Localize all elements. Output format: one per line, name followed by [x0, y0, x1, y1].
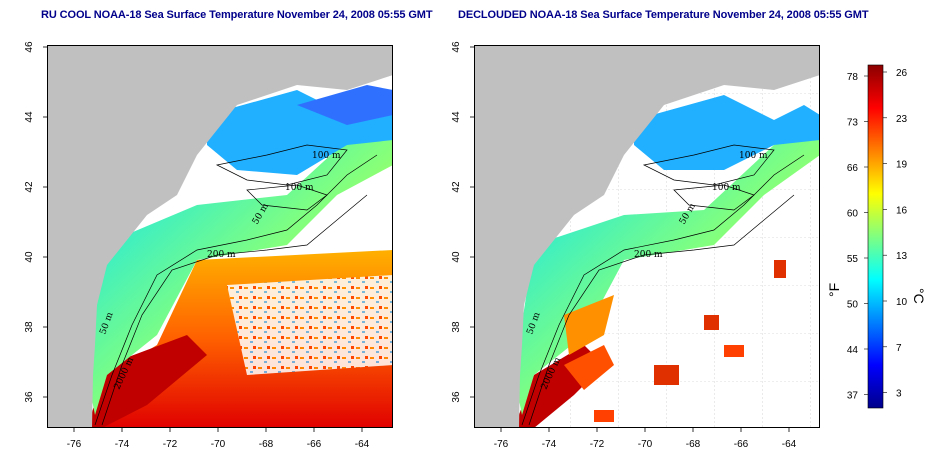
fahrenheit-tick-label: 66 [847, 163, 859, 174]
celsius-tick-label: 3 [896, 389, 902, 400]
lon-tick-label: -66 [307, 439, 322, 450]
fahrenheit-tick-label: 60 [847, 209, 859, 220]
lon-tick-label: -76 [494, 439, 509, 450]
lat-tick-label: 38 [451, 321, 462, 333]
celsius-tick-label: 26 [896, 68, 908, 79]
lon-tick-label: -66 [734, 439, 749, 450]
coastline-land [474, 45, 820, 428]
raw-sst-map: 100 m 100 m 50 m 200 m 50 m 2000 m [47, 45, 393, 428]
lat-tick-label: 42 [24, 181, 35, 193]
lat-tick-label: 44 [451, 111, 462, 123]
declouded-sst-map-canvas: 100 m 100 m 50 m 200 m 50 m 2000 m [474, 45, 820, 428]
coastline-land [47, 45, 393, 428]
lat-tick-label: 36 [451, 391, 462, 403]
contour-label: 100 m [712, 183, 741, 193]
lat-tick-label: 40 [24, 251, 35, 263]
lon-tick-label: -68 [686, 439, 701, 450]
raw-sst-map-canvas: 100 m 100 m 50 m 200 m 50 m 2000 m [47, 45, 393, 428]
lat-tick-label: 46 [451, 41, 462, 53]
lon-tick-label: -76 [67, 439, 82, 450]
celsius-tick-label: 10 [896, 297, 908, 308]
lon-tick-label: -64 [355, 439, 370, 450]
lat-tick-label: 36 [24, 391, 35, 403]
lat-tick-label: 40 [451, 251, 462, 263]
colorbar: 78 73 66 60 55 50 44 37 26 23 19 16 13 10 7 3 °F °C [820, 60, 950, 420]
celsius-tick-label: 16 [896, 205, 908, 216]
celsius-unit: °C [911, 288, 927, 304]
colorbar-scale [867, 64, 884, 409]
fahrenheit-tick-label: 44 [847, 345, 859, 356]
lon-tick-label: -72 [590, 439, 605, 450]
lon-tick-label: -70 [638, 439, 653, 450]
lat-tick-label: 44 [24, 111, 35, 123]
celsius-tick-label: 13 [896, 251, 908, 262]
celsius-tick-label: 23 [896, 114, 908, 125]
fahrenheit-unit: °F [826, 283, 842, 297]
lon-tick-label: -72 [163, 439, 178, 450]
celsius-tick-label: 19 [896, 160, 908, 171]
left-map-title: RU COOL NOAA-18 Sea Surface Temperature … [41, 9, 433, 21]
contour-label: 100 m [285, 183, 314, 193]
lat-tick-label: 46 [24, 41, 35, 53]
fahrenheit-tick-label: 78 [847, 72, 859, 83]
contour-label: 100 m [312, 151, 341, 161]
fahrenheit-tick-label: 55 [847, 254, 859, 265]
lon-tick-label: -74 [542, 439, 557, 450]
lon-tick-label: -74 [115, 439, 130, 450]
contour-label: 100 m [739, 151, 768, 161]
contour-label: 200 m [634, 250, 663, 260]
fahrenheit-tick-label: 73 [847, 118, 859, 129]
celsius-tick-label: 7 [896, 343, 902, 354]
fahrenheit-tick-label: 37 [847, 391, 859, 402]
lat-tick-label: 38 [24, 321, 35, 333]
fahrenheit-tick-label: 50 [847, 300, 859, 311]
declouded-sst-map: 100 m 100 m 50 m 200 m 50 m 2000 m [474, 45, 820, 428]
lat-tick-label: 42 [451, 181, 462, 193]
contour-label: 200 m [207, 250, 236, 260]
lon-tick-label: -64 [782, 439, 797, 450]
lon-tick-label: -70 [211, 439, 226, 450]
right-map-title: DECLOUDED NOAA-18 Sea Surface Temperatur… [458, 9, 869, 21]
lon-tick-label: -68 [259, 439, 274, 450]
